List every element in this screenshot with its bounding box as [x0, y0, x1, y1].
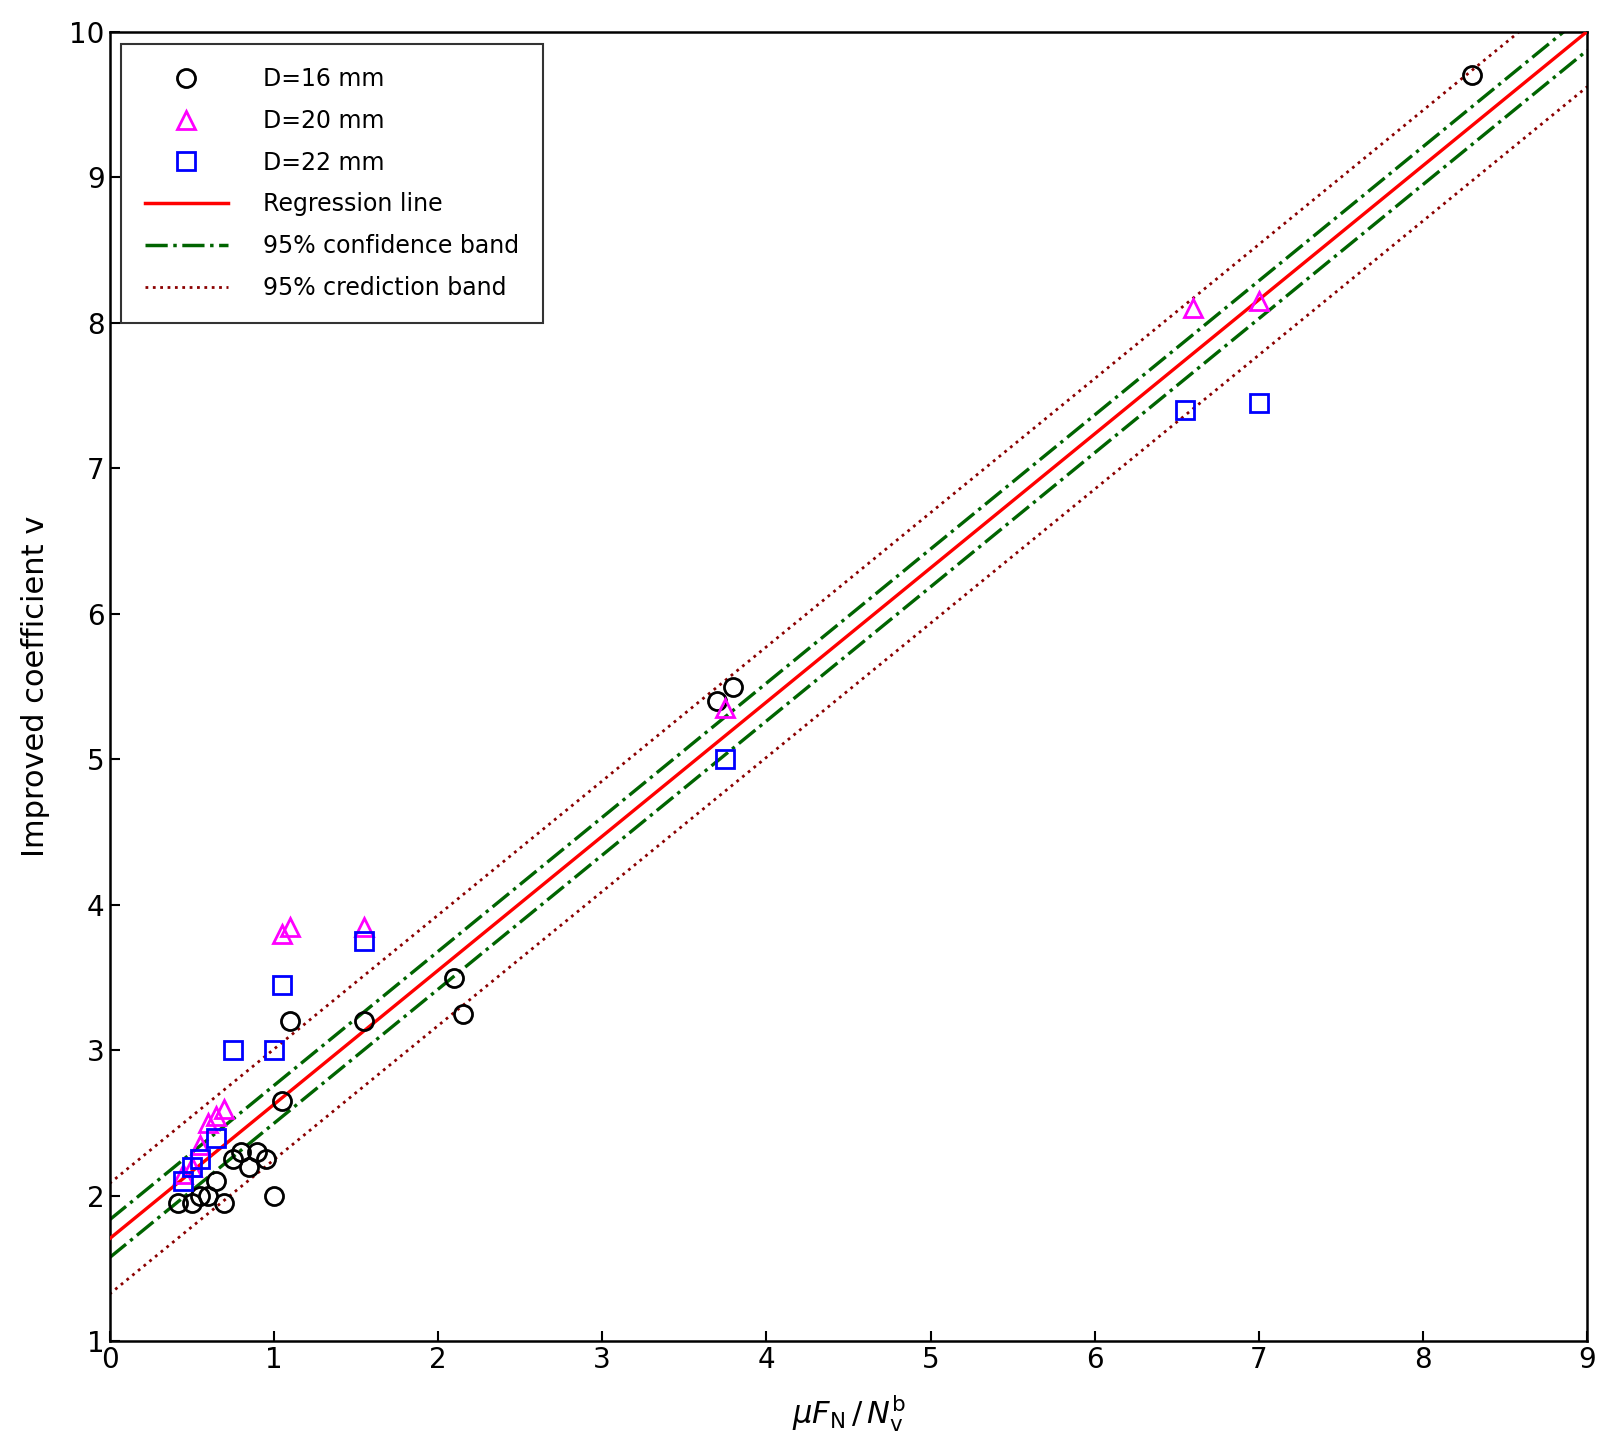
X-axis label: $\mu F_{\mathrm{N}}\,/\,N_{\mathrm{v}}^{\mathrm{b}}$: $\mu F_{\mathrm{N}}\,/\,N_{\mathrm{v}}^{… [792, 1394, 906, 1435]
Y-axis label: Improved coefficient v: Improved coefficient v [21, 517, 50, 857]
Legend: D=16 mm, D=20 mm, D=22 mm, Regression line, 95% confidence band, 95% crediction : D=16 mm, D=20 mm, D=22 mm, Regression li… [121, 44, 543, 323]
